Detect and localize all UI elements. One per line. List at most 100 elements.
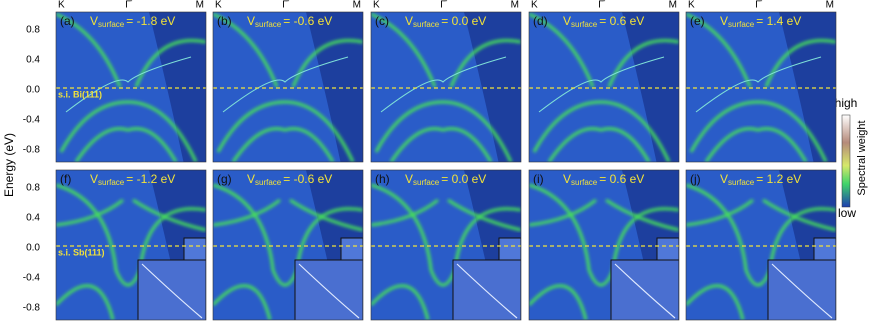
k-point-label: K̄ — [531, 0, 538, 11]
inset-small — [813, 237, 836, 261]
bias-subscript: surface — [571, 20, 598, 29]
band — [704, 127, 808, 162]
k-point-label: M̄ — [669, 0, 677, 11]
surface-state — [65, 56, 192, 113]
bias-label: Vsurface = 0.6 eV — [563, 172, 644, 187]
band — [689, 100, 828, 162]
k-point-label: K̄ — [688, 0, 695, 11]
bias-value: = 1.4 eV — [756, 14, 801, 28]
band — [529, 12, 679, 88]
panel — [686, 170, 836, 320]
bias-subscript: surface — [98, 20, 125, 29]
panel — [56, 170, 206, 320]
bias-value: = -1.2 eV — [126, 172, 175, 186]
band — [213, 12, 363, 88]
bias-symbol: V — [720, 172, 728, 186]
panel-label: (g) — [217, 172, 232, 186]
panel-frame — [212, 11, 364, 163]
band — [371, 12, 521, 88]
panel-label: (d) — [533, 14, 548, 28]
band — [686, 12, 836, 88]
bias-symbol: V — [563, 172, 571, 186]
bias-value: = 0.0 eV — [441, 14, 486, 28]
y-tick-label: 0.0 — [26, 85, 40, 96]
y-tick-label: 0.4 — [26, 55, 40, 66]
bias-subscript: surface — [728, 20, 755, 29]
band — [213, 284, 272, 320]
inset-large — [294, 259, 363, 320]
bias-value: = -0.6 eV — [283, 14, 332, 28]
k-point-label: K̄ — [215, 0, 222, 11]
bias-value: = 0.6 eV — [599, 172, 644, 186]
y-tick-label: 0.0 — [26, 243, 40, 254]
k-point-label: K̄ — [58, 0, 65, 11]
panel — [686, 12, 836, 162]
bias-symbol: V — [247, 14, 255, 28]
bias-subscript: surface — [255, 20, 282, 29]
panel-label: (c) — [375, 14, 389, 28]
band — [213, 198, 363, 232]
inset-small — [183, 237, 206, 261]
material-label: s.i. Bi(111) — [58, 89, 102, 99]
surface-state — [538, 56, 665, 113]
k-point-label: Γ̄ — [440, 0, 448, 11]
y-tick-label: 0.8 — [26, 183, 40, 194]
panel-label: (e) — [690, 14, 705, 28]
panel — [529, 12, 679, 162]
bias-symbol: V — [405, 14, 413, 28]
panel-label: (h) — [375, 172, 390, 186]
bias-symbol: V — [405, 172, 413, 186]
panel-frame — [685, 169, 837, 321]
band — [74, 127, 178, 162]
band — [56, 198, 206, 232]
bias-symbol: V — [90, 172, 98, 186]
panel-frame — [55, 11, 207, 163]
colorbar — [841, 114, 851, 208]
inset-large — [137, 259, 206, 320]
bias-subscript: surface — [413, 20, 440, 29]
panel-frame — [685, 11, 837, 163]
band — [532, 100, 671, 162]
inset-band — [456, 263, 518, 319]
panel — [213, 170, 363, 320]
bias-value: = -0.6 eV — [283, 172, 332, 186]
panel-label: (b) — [217, 14, 232, 28]
k-point-label: Γ̄ — [125, 0, 133, 11]
k-point-label: M̄ — [511, 0, 519, 11]
inset-band — [614, 263, 676, 319]
panel — [529, 170, 679, 320]
k-point-label: M̄ — [353, 0, 361, 11]
band — [529, 284, 588, 320]
k-point-label: Γ̄ — [755, 0, 763, 11]
bias-value: = 1.2 eV — [756, 172, 801, 186]
bias-label: Vsurface = 0.6 eV — [563, 14, 644, 29]
inset-small — [498, 237, 521, 261]
band — [529, 198, 679, 232]
k-point-label: K̄ — [373, 0, 380, 11]
inset-band — [771, 263, 833, 319]
band — [547, 127, 651, 162]
inset-large — [610, 259, 679, 320]
panel-frame — [55, 169, 207, 321]
panel — [56, 12, 206, 162]
band — [371, 284, 430, 320]
band — [374, 100, 513, 162]
panel-label: (f) — [60, 172, 71, 186]
panel-label: (j) — [690, 172, 701, 186]
bias-label: Vsurface = 0.0 eV — [405, 172, 486, 187]
panel-label: (i) — [533, 172, 544, 186]
y-axis-label: Energy (eV) — [2, 133, 16, 197]
k-point-label: Γ̄ — [598, 0, 606, 11]
surface-state — [380, 56, 507, 113]
band — [686, 198, 836, 232]
bias-label: Vsurface = 1.2 eV — [720, 172, 801, 187]
bias-subscript: surface — [98, 178, 125, 187]
panel-frame — [212, 169, 364, 321]
surface-state — [222, 56, 349, 113]
bias-label: Vsurface = 0.0 eV — [405, 14, 486, 29]
panel — [213, 12, 363, 162]
y-tick-label: 0.8 — [26, 25, 40, 36]
panel-frame — [528, 169, 680, 321]
panel — [371, 170, 521, 320]
